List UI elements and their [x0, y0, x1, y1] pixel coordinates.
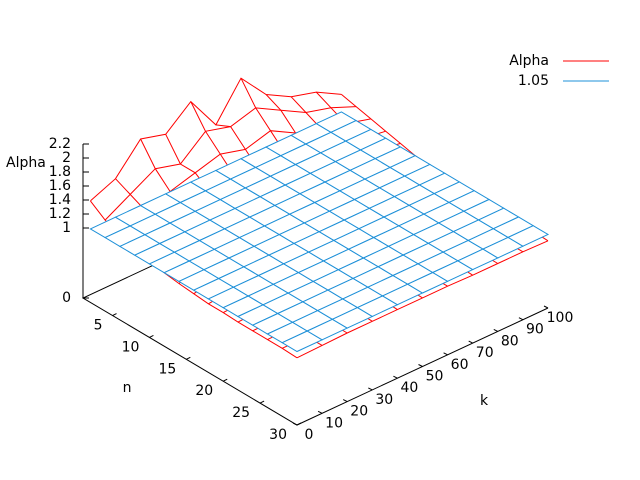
legend-label: Alpha: [509, 53, 549, 69]
x-tick-label: 20: [195, 383, 213, 399]
z-tick-label: 2: [62, 150, 71, 166]
plane-cell: [507, 225, 550, 247]
y-tick-label: 80: [501, 333, 519, 349]
y-tick-label: 90: [526, 322, 544, 338]
x-tick-label: 5: [94, 318, 103, 334]
z-tick-label: 2.2: [49, 136, 71, 152]
z-tick-label: 1.8: [49, 164, 71, 180]
y-tick: [393, 375, 398, 379]
y-tick: [493, 328, 499, 332]
y-tick-label: 30: [375, 392, 393, 408]
y-tick-label: 20: [350, 404, 368, 420]
x-tick: [186, 356, 191, 360]
z-tick-label: 1.2: [49, 206, 71, 222]
z-tick-label: 0: [62, 290, 71, 306]
y-tick: [418, 364, 423, 367]
z-tick-label: 1: [62, 220, 71, 236]
y-tick-label: 50: [426, 369, 444, 385]
x-tick-label: 15: [158, 361, 176, 377]
x-tick-label: 30: [269, 427, 287, 443]
y-tick: [342, 399, 348, 403]
y-tick: [468, 340, 473, 344]
legend-label: 1.05: [518, 73, 549, 89]
y-tick-label: 60: [451, 357, 469, 373]
y-tick-label: 40: [400, 380, 418, 396]
x-tick: [149, 334, 154, 338]
y-tick: [292, 422, 298, 426]
x-axis-label: n: [123, 380, 132, 396]
y-tick-label: 10: [325, 415, 343, 431]
x-tick-label: 10: [122, 339, 140, 355]
y-tick: [443, 352, 448, 356]
y-tick: [317, 410, 323, 414]
z-axis-label: Alpha: [6, 155, 46, 171]
y-tick: [543, 305, 549, 309]
y-tick-label: 0: [305, 427, 314, 443]
x-tick: [222, 378, 228, 382]
x-tick: [296, 422, 302, 426]
z-tick-label: 1.4: [49, 192, 71, 208]
y-tick-label: 100: [547, 310, 574, 326]
z-tick-label: 1.6: [49, 178, 71, 194]
y-tick: [518, 317, 524, 321]
y-axis-label: k: [480, 393, 489, 409]
y-tick-label: 70: [476, 345, 494, 361]
x-tick: [112, 313, 117, 316]
x-tick: [259, 400, 265, 404]
y-tick: [368, 387, 373, 391]
x-tick-label: 25: [232, 405, 250, 421]
